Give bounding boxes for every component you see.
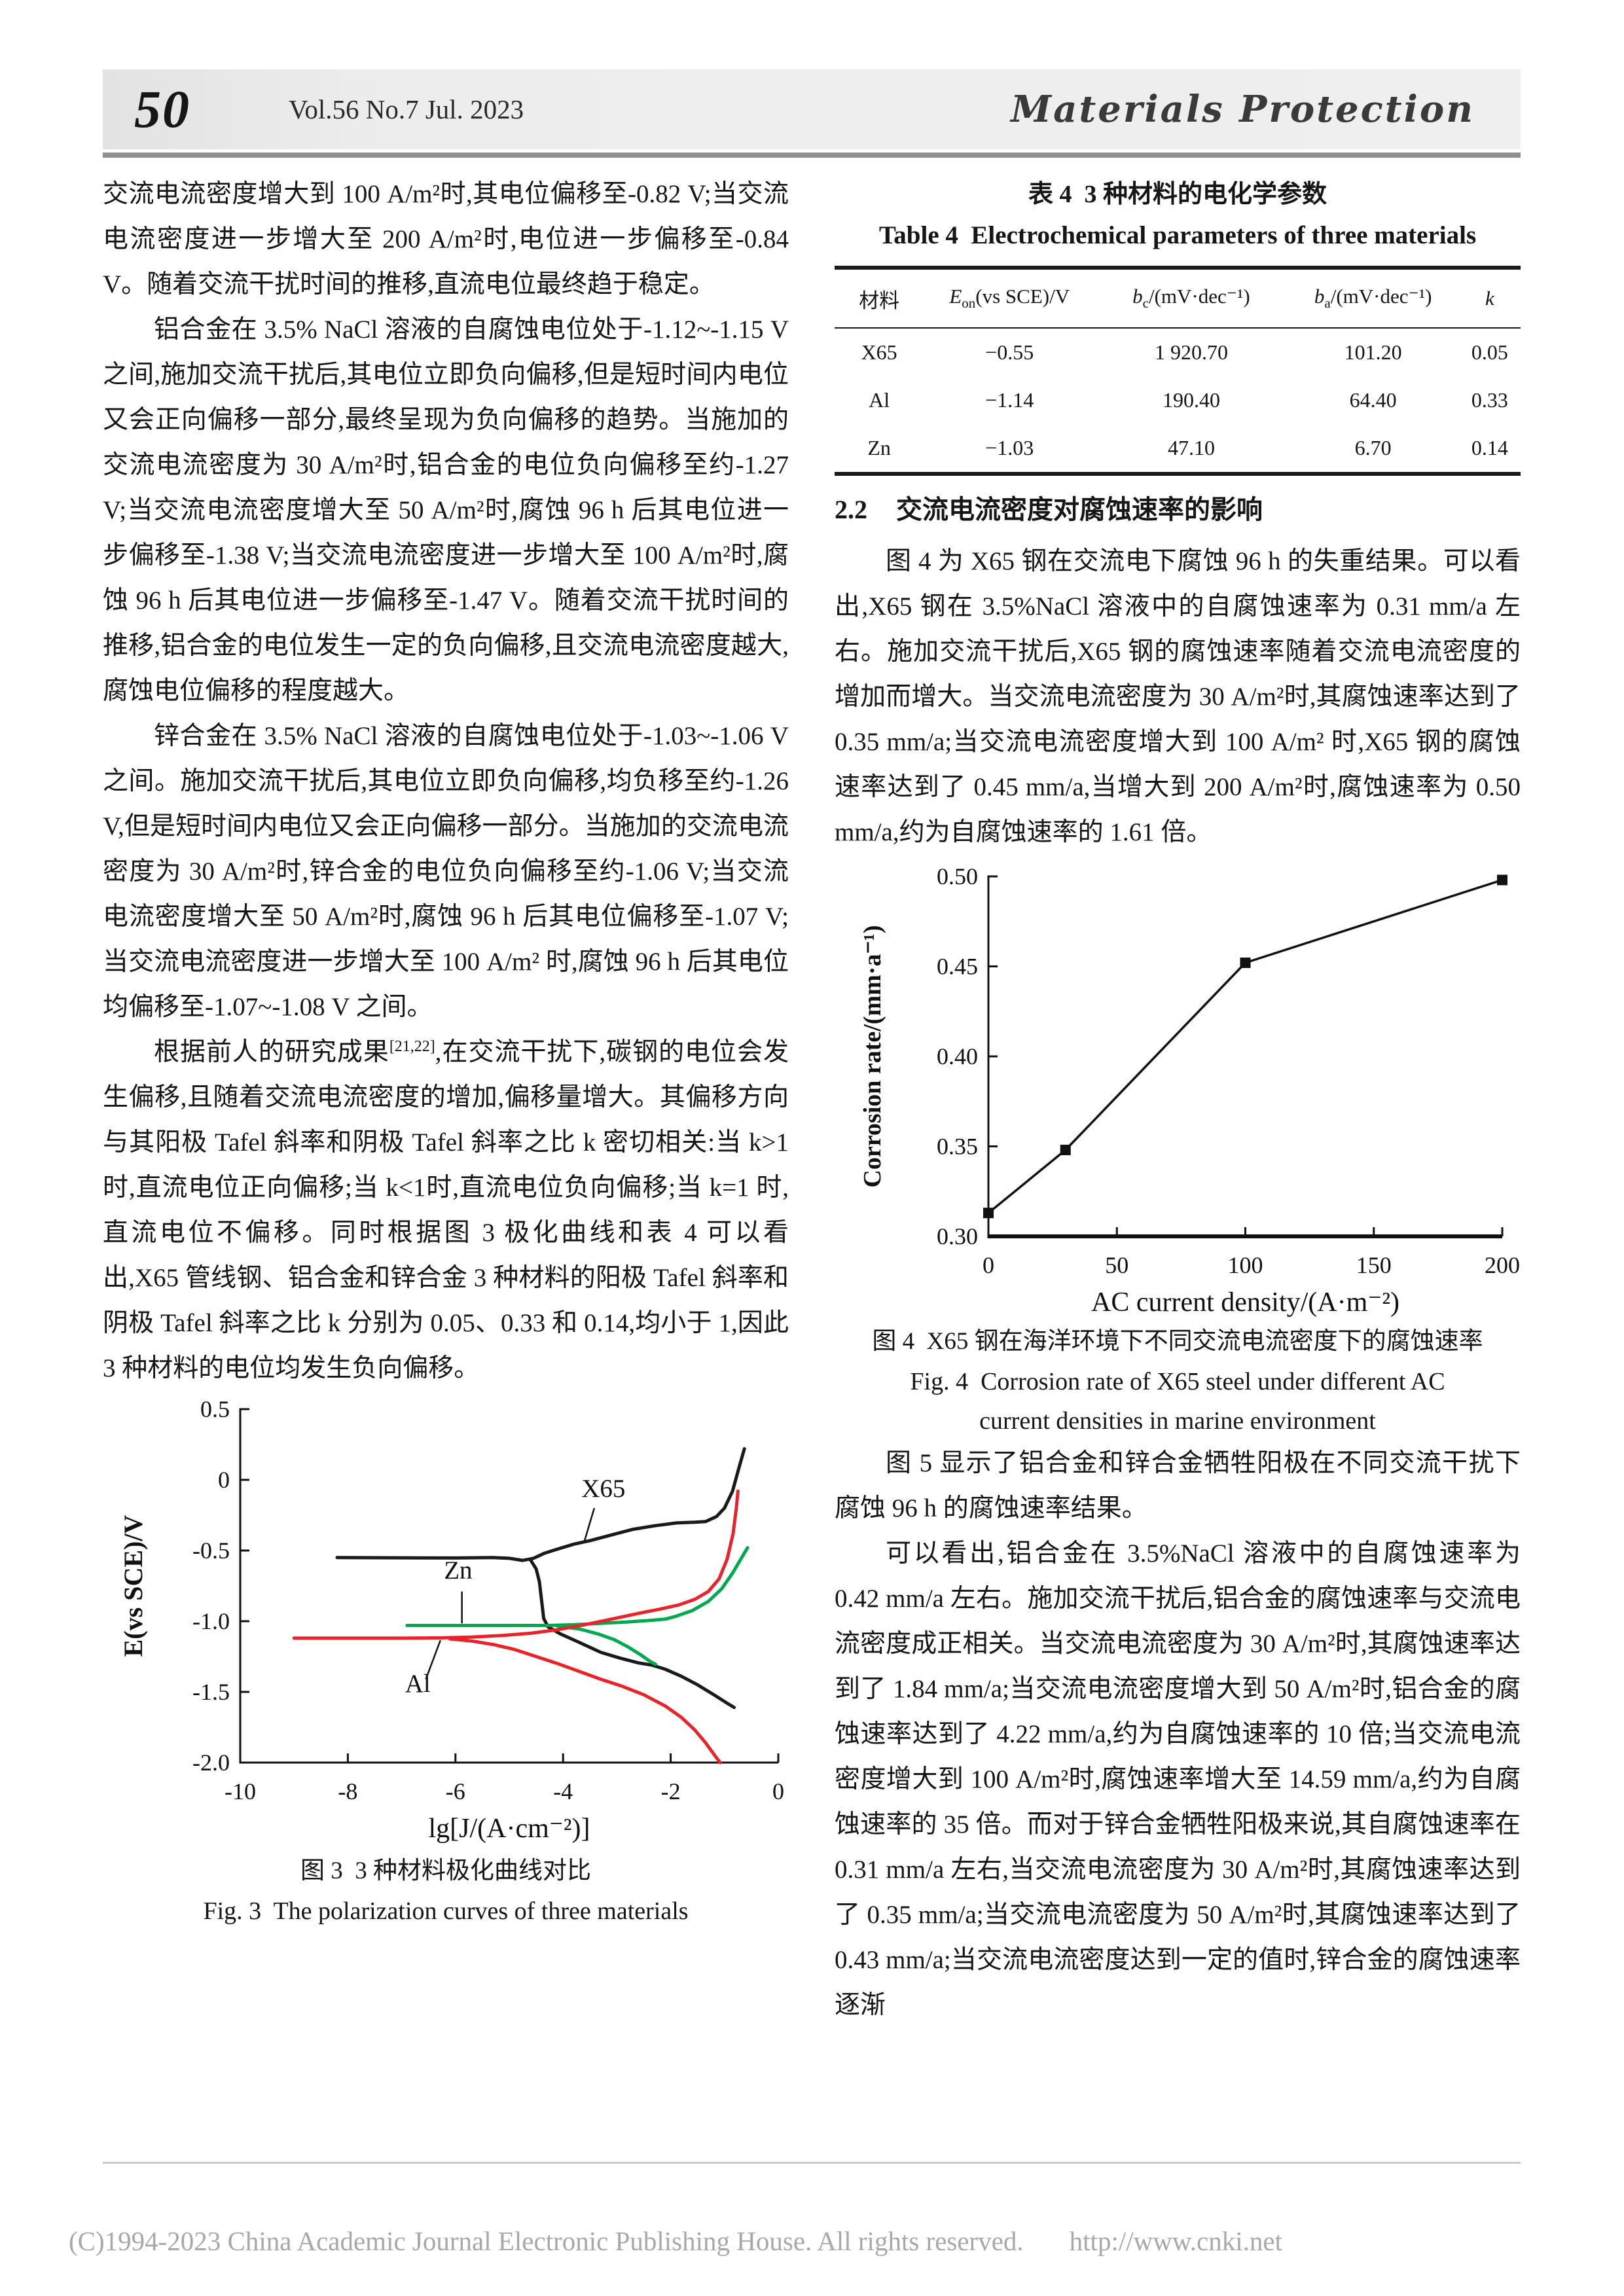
svg-text:0.5: 0.5: [200, 1396, 230, 1422]
figure-4: 0 50 100 150 200 0.30 0.35 0.40 0.45 0.50 AC curre…: [835, 860, 1521, 1441]
paragraph: 图 5 显示了铝合金和锌合金牺牲阳极在不同交流干扰下腐蚀 96 h 的腐蚀速率结…: [835, 1449, 1521, 1522]
table-header-cell: 材料: [835, 268, 924, 329]
footer-rule: [103, 2162, 1521, 2164]
reference-superscript: [21,22]: [389, 1038, 435, 1055]
figure4-caption-en-line2: current densities in marine environment: [979, 1407, 1376, 1435]
svg-text:50: 50: [1105, 1252, 1128, 1278]
svg-text:0.40: 0.40: [937, 1043, 978, 1069]
table-body: X65 −0.55 1 920.70 101.20 0.05 Al −1.14 190.40 6…: [835, 328, 1521, 474]
table-cell: Zn: [867, 436, 891, 459]
svg-text:AC current density/(A·m⁻²): AC current density/(A·m⁻²): [1091, 1287, 1399, 1318]
figure4-plot: 0 50 100 150 200 0.30 0.35 0.40 0.45 0.50 AC curre…: [835, 860, 1521, 1321]
section-title: 交流电流密度对腐蚀速率的影响: [896, 495, 1263, 524]
figure4-caption-en-line1: Fig. 4 Corrosion rate of X65 steel under…: [910, 1368, 1445, 1395]
svg-text:Zn: Zn: [444, 1556, 472, 1585]
svg-text:-4: -4: [553, 1778, 573, 1804]
table-header: 材料 Eon(vs SCE)/V bc/(mV·dec⁻¹) ba/(mV·de…: [835, 268, 1521, 329]
svg-text:0.50: 0.50: [937, 863, 978, 889]
table-cell: 64.40: [1349, 388, 1397, 412]
svg-text:-8: -8: [338, 1778, 357, 1804]
header-bar: 50 Vol.56 No.7 Jul. 2023 Materials Prote…: [103, 69, 1521, 149]
table-header-cell: ba/(mV·dec⁻¹): [1287, 268, 1459, 329]
paragraph: 交流电流密度增大到 100 A/m²时,其电位偏移至-0.82 V;当交流电流密…: [103, 180, 789, 298]
table-header-row: 材料 Eon(vs SCE)/V bc/(mV·dec⁻¹) ba/(mV·de…: [835, 268, 1521, 329]
svg-text:-1.0: -1.0: [192, 1608, 230, 1634]
table-cell: 1 920.70: [1154, 340, 1228, 364]
svg-text:lg[J/(A·cm⁻²)]: lg[J/(A·cm⁻²)]: [428, 1814, 590, 1844]
paragraph: 根据前人的研究成果[21,22],在交流干扰下,碳钢的电位会发生偏移,且随着交流…: [103, 1030, 789, 1391]
svg-text:200: 200: [1485, 1252, 1520, 1278]
page-number: 50: [134, 79, 190, 139]
table-cell: −1.03: [985, 436, 1034, 459]
paragraph: 锌合金在 3.5% NaCl 溶液的自腐蚀电位处于-1.03~-1.06 V 之…: [103, 722, 789, 1021]
table-row: Zn −1.03 47.10 6.70 0.14: [835, 424, 1521, 474]
footer-url: http://www.cnki.net: [1069, 2226, 1282, 2256]
svg-text:-6: -6: [446, 1778, 465, 1804]
svg-text:0.30: 0.30: [937, 1223, 978, 1249]
paragraph: 可以看出,铝合金在 3.5%NaCl 溶液中的自腐蚀速率为 0.42 mm/a …: [835, 1539, 1521, 2019]
svg-text:E(vs SCE)/V: E(vs SCE)/V: [118, 1515, 148, 1657]
figure-3: -10 -8 -6 -4 -2 0 0.5 0 -0.5 -1.0 -1.5 -2.0 X65 Zn Al l…: [103, 1396, 789, 1931]
figure3-plot: -10 -8 -6 -4 -2 0 0.5 0 -0.5 -1.0 -1.5 -2.0 X65 Zn Al l…: [103, 1396, 789, 1851]
svg-text:-2.0: -2.0: [192, 1749, 230, 1776]
table-cell: 190.40: [1162, 388, 1220, 412]
table-cell: −0.55: [985, 340, 1034, 364]
svg-text:0.35: 0.35: [937, 1134, 978, 1160]
table-cell: −1.14: [985, 388, 1034, 412]
svg-text:-0.5: -0.5: [192, 1537, 230, 1564]
svg-text:X65: X65: [581, 1475, 625, 1503]
left-column: 交流电流密度增大到 100 A/m²时,其电位偏移至-0.82 V;当交流电流密…: [103, 171, 789, 2028]
paragraph-text: ,在交流干扰下,碳钢的电位会发生偏移,且随着交流电流密度的增加,偏移量增大。其偏…: [103, 1038, 789, 1382]
table-cell: Al: [869, 388, 890, 412]
table-header-cell: k: [1458, 268, 1521, 329]
journal-name: Materials Protection: [1011, 88, 1475, 131]
table-cell: 101.20: [1344, 340, 1402, 364]
table-cell: 6.70: [1354, 436, 1392, 459]
figure4-caption-cn: 图 4 X65 钢在海洋环境下不同交流电流密度下的腐蚀速率: [872, 1328, 1483, 1355]
section-heading: 2.2 交流电流密度对腐蚀速率的影响: [835, 486, 1521, 533]
svg-text:150: 150: [1356, 1252, 1392, 1278]
table-row: X65 −0.55 1 920.70 101.20 0.05: [835, 328, 1521, 376]
columns: 交流电流密度增大到 100 A/m²时,其电位偏移至-0.82 V;当交流电流密…: [103, 171, 1521, 2028]
table-header-cell: bc/(mV·dec⁻¹): [1095, 268, 1288, 329]
table4: 材料 Eon(vs SCE)/V bc/(mV·dec⁻¹) ba/(mV·de…: [835, 266, 1521, 476]
table4-title-en: Table 4 Electrochemical parameters of th…: [878, 221, 1477, 249]
svg-text:Corrosion rate/(mm·a⁻¹): Corrosion rate/(mm·a⁻¹): [859, 925, 886, 1187]
table-cell: 0.05: [1471, 340, 1508, 364]
figure3-caption-cn: 图 3 3 种材料极化曲线对比: [300, 1857, 591, 1884]
table4-title-cn: 表 4 3 种材料的电化学参数: [1028, 181, 1327, 208]
figure-4-svg: 0 50 100 150 200 0.30 0.35 0.40 0.45 0.50 AC curre…: [859, 863, 1520, 1318]
paragraph-text: 根据前人的研究成果: [154, 1038, 389, 1066]
svg-text:0: 0: [983, 1252, 994, 1278]
svg-text:0: 0: [772, 1778, 784, 1804]
footer: (C)1994-2023 China Academic Journal Elec…: [42, 2194, 1282, 2288]
header-rule: [103, 152, 1521, 158]
svg-text:-10: -10: [225, 1778, 256, 1804]
table-header-cell: Eon(vs SCE)/V: [924, 268, 1096, 329]
copyright-text: (C)1994-2023 China Academic Journal Elec…: [69, 2226, 1024, 2256]
issue-info: Vol.56 No.7 Jul. 2023: [289, 94, 524, 124]
svg-text:100: 100: [1228, 1252, 1263, 1278]
section-number: 2.2: [835, 495, 867, 524]
table-row: Al −1.14 190.40 64.40 0.33: [835, 376, 1521, 424]
table-cell: 47.10: [1167, 436, 1215, 459]
svg-text:-2: -2: [661, 1778, 681, 1804]
svg-text:Al: Al: [405, 1670, 431, 1698]
table-cell: 0.33: [1471, 388, 1508, 412]
svg-text:-1.5: -1.5: [192, 1679, 230, 1705]
paragraph: 图 4 为 X65 钢在交流电下腐蚀 96 h 的失重结果。可以看出,X65 钢…: [835, 547, 1521, 846]
figure3-caption-en: Fig. 3 The polarization curves of three …: [203, 1897, 689, 1925]
right-column: 表 4 3 种材料的电化学参数 Table 4 Electrochemical …: [835, 171, 1521, 2028]
paragraph: 铝合金在 3.5% NaCl 溶液的自腐蚀电位处于-1.12~-1.15 V 之…: [103, 315, 789, 705]
svg-text:0.45: 0.45: [937, 954, 978, 980]
svg-text:0: 0: [218, 1467, 230, 1493]
table-cell: 0.14: [1471, 436, 1508, 459]
figure-3-svg: -10 -8 -6 -4 -2 0 0.5 0 -0.5 -1.0 -1.5 -2.0 X65 Zn Al l…: [118, 1396, 784, 1844]
table-cell: X65: [861, 340, 897, 364]
